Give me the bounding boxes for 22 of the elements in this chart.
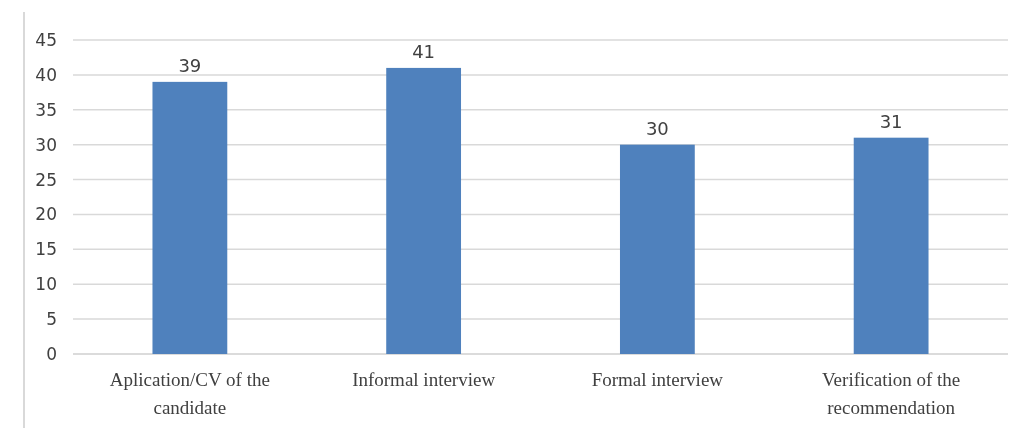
y-tick-label: 10 <box>35 274 57 295</box>
data-label: 41 <box>412 40 436 62</box>
bar <box>853 137 929 354</box>
y-tick-label: 30 <box>35 134 57 155</box>
bar <box>152 81 228 354</box>
y-tick-label: 20 <box>35 204 57 225</box>
y-tick-label: 5 <box>46 309 57 330</box>
x-tick-label: Verification of the recommendation <box>822 369 961 418</box>
y-tick-label: 35 <box>35 99 57 120</box>
y-tick-label: 0 <box>46 343 57 364</box>
x-tick-label: Informal interview <box>352 369 496 390</box>
data-label: 30 <box>645 117 669 139</box>
y-tick-label: 25 <box>35 169 57 190</box>
y-tick-label: 45 <box>35 29 57 50</box>
y-tick-label: 40 <box>35 64 57 85</box>
x-tick-label: Aplication/CV of the candidate <box>109 369 270 418</box>
x-tick-label: Formal interview <box>591 369 724 390</box>
bar <box>386 67 462 354</box>
data-label: 39 <box>178 54 202 76</box>
bar <box>619 144 695 354</box>
y-tick-label: 15 <box>35 239 57 260</box>
data-label: 31 <box>879 110 903 132</box>
